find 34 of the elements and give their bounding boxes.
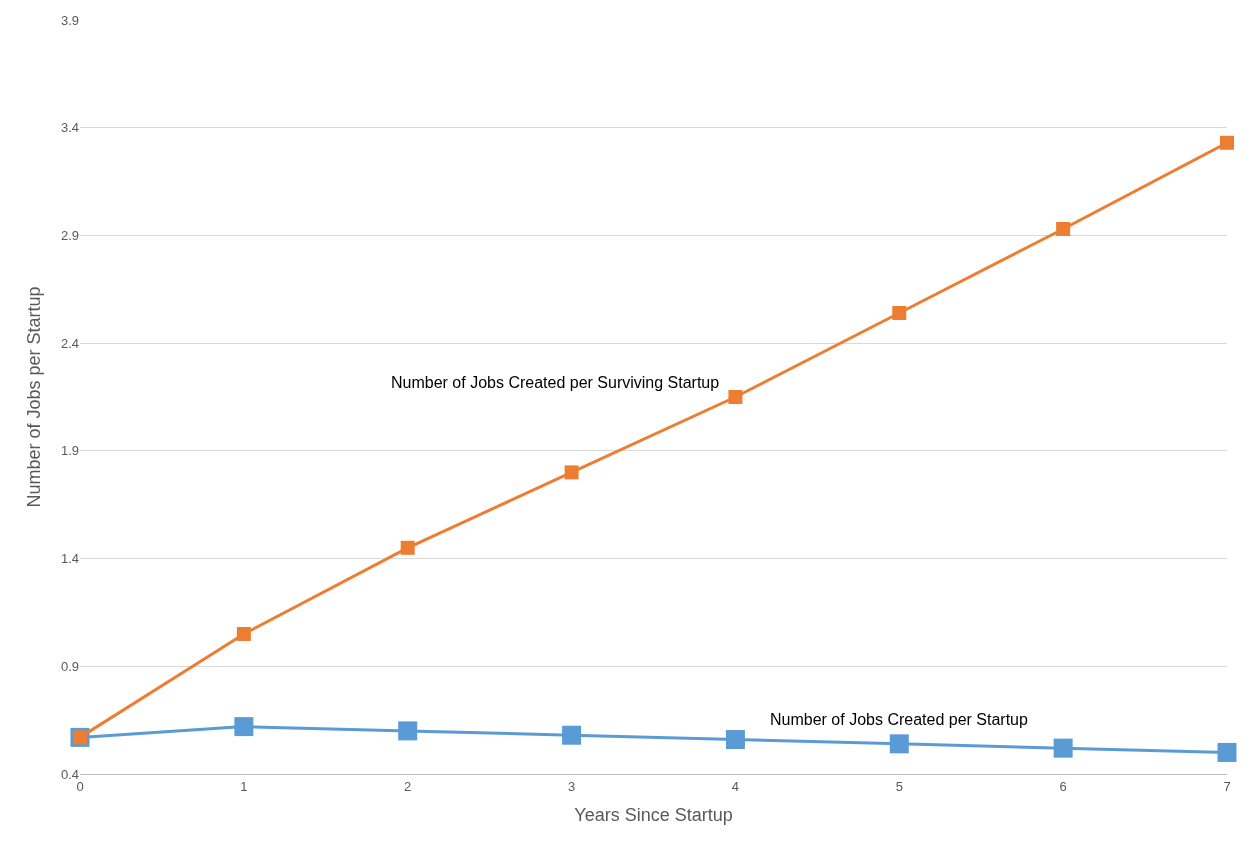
x-tick-label: 7 — [1223, 778, 1231, 794]
point — [892, 305, 907, 320]
x-tick-label: 0 — [76, 778, 84, 794]
x-axis-title: Years Since Startup — [574, 804, 733, 825]
x-tick-label: 6 — [1059, 778, 1067, 794]
y-tick-label: 1.9 — [60, 443, 79, 459]
y-tick-label: 1.4 — [60, 551, 79, 567]
point — [1056, 221, 1071, 236]
point — [889, 734, 909, 754]
y-tick-label: 2.9 — [60, 227, 79, 243]
point — [236, 626, 251, 641]
point — [400, 540, 415, 555]
point — [398, 721, 418, 741]
y-tick-label: 3.9 — [60, 12, 79, 28]
x-tick-label: 5 — [895, 778, 903, 794]
x-tick-label: 2 — [404, 778, 412, 794]
point — [234, 717, 254, 737]
point — [1053, 738, 1073, 758]
point — [1217, 742, 1237, 762]
x-tick-label: 4 — [731, 778, 740, 794]
point — [728, 390, 743, 404]
y-tick-label: 0.9 — [60, 658, 79, 674]
x-tick-label: 1 — [240, 778, 248, 794]
series-label: Number of Jobs Created per Startup — [770, 711, 1029, 728]
y-tick-label: 2.4 — [60, 335, 79, 351]
y-tick-label: 0.4 — [60, 766, 79, 782]
y-tick-label: 3.4 — [60, 120, 79, 136]
point — [564, 465, 579, 480]
y-axis-title: Number of Jobs per Startup — [24, 286, 45, 508]
point — [1220, 135, 1234, 150]
x-tick-label: 3 — [567, 778, 576, 794]
point — [725, 730, 745, 750]
series-label: Number of Jobs Created per Surviving Startup — [391, 374, 720, 391]
point — [562, 725, 582, 745]
